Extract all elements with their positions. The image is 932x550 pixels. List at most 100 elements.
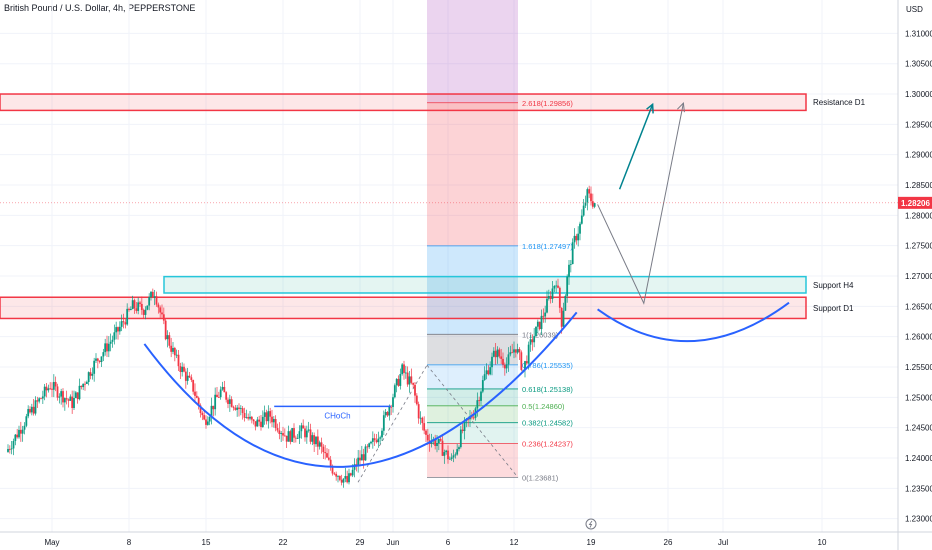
y-tick-label: 1.29000 [905,151,932,160]
candle-body [318,442,321,447]
candle-body [150,291,152,298]
candle-body [159,307,162,313]
candle-body [7,449,9,452]
fib-level-label: 0.236(1.24237) [522,440,573,449]
candle-body [183,366,185,372]
candle-body [511,352,514,354]
candle-body [155,296,158,305]
candle-body [370,441,372,444]
candle-body [439,438,442,441]
fib-level-label: 0.786(1.25535) [522,361,573,370]
candle-body [437,438,440,444]
candle-body [236,407,239,410]
candle-body [388,406,391,416]
zone-support-d1 [0,296,807,320]
candle-body [65,398,68,400]
x-tick-label: 15 [202,538,211,547]
y-tick-label: 1.30500 [905,60,932,69]
candle-body [142,309,145,315]
fib-level-label: 1.618(1.27497) [522,242,573,251]
candle-body [338,475,341,480]
candle-body [382,415,385,431]
candle-body [480,391,482,401]
candle-body [569,264,572,265]
candle-body [137,302,140,311]
candle-body [395,378,398,386]
candle-body [249,416,251,419]
candle-body [34,400,37,414]
candle-body [239,408,242,409]
candle-body [118,326,121,332]
candle-body [364,446,367,461]
candle-body [564,295,567,311]
candle-body [179,366,182,373]
candle-body [384,412,387,416]
candle-body [573,235,576,243]
fib-trend-line [426,364,519,478]
candle-body [199,405,202,414]
candle-body [82,383,85,388]
candle-body [100,356,103,362]
candle-body [205,419,207,425]
candle-body [133,300,136,309]
fib-level-label: 0.5(1.24860) [522,402,565,411]
candle-body [337,475,339,477]
candle-body [230,399,233,407]
candle-body [140,303,143,310]
candle-body [410,376,413,383]
candle-body [265,412,268,422]
candle-body [260,421,262,428]
x-tick-label: 8 [127,538,132,547]
candle-body [56,386,59,398]
candle-body [214,394,217,410]
candle-body [513,349,515,353]
candle-body [377,438,380,443]
candle-body [32,406,35,414]
candle-body [40,398,42,400]
arrow-head-grey [677,102,685,113]
zone-support-h4 [163,275,807,294]
candle-body [71,396,74,409]
candle-body [122,321,125,323]
candle-body [591,201,594,207]
candle-body [25,416,28,426]
candle-body [443,452,446,456]
candle-body [571,242,574,265]
lightning-icon [585,518,597,530]
candle-body [577,233,580,241]
candle-body [181,366,184,373]
handle-curve [597,301,790,343]
candle-body [491,356,493,368]
candle-body [21,429,24,434]
candle-body [294,437,297,439]
candle-body [381,430,383,438]
candle-body [241,408,244,413]
fib-level-label: 1(1.26039) [522,330,559,339]
candle-body [533,336,536,343]
x-tick-label: 29 [356,538,365,547]
candle-body [313,435,316,445]
candle-body [393,385,396,398]
candle-body [98,360,101,362]
candle-body [366,446,369,448]
candle-body [197,397,200,406]
candle-body [131,300,134,310]
candle-body [441,440,444,456]
candle-body [575,235,578,241]
fib-level-label: 0.382(1.24582) [522,419,573,428]
candle-body [184,371,187,381]
candle-body [58,396,61,398]
candle-body [89,372,92,376]
candle-body [170,345,173,352]
x-tick-label: May [44,538,59,547]
candle-body [113,332,116,340]
candle-body [426,434,429,441]
candle-body [161,312,163,315]
candle-body [481,380,484,392]
x-tick-label: Jul [718,538,728,547]
candle-body [269,411,272,417]
candle-body [542,315,545,317]
candle-body [14,434,17,441]
candle-body [298,431,301,439]
